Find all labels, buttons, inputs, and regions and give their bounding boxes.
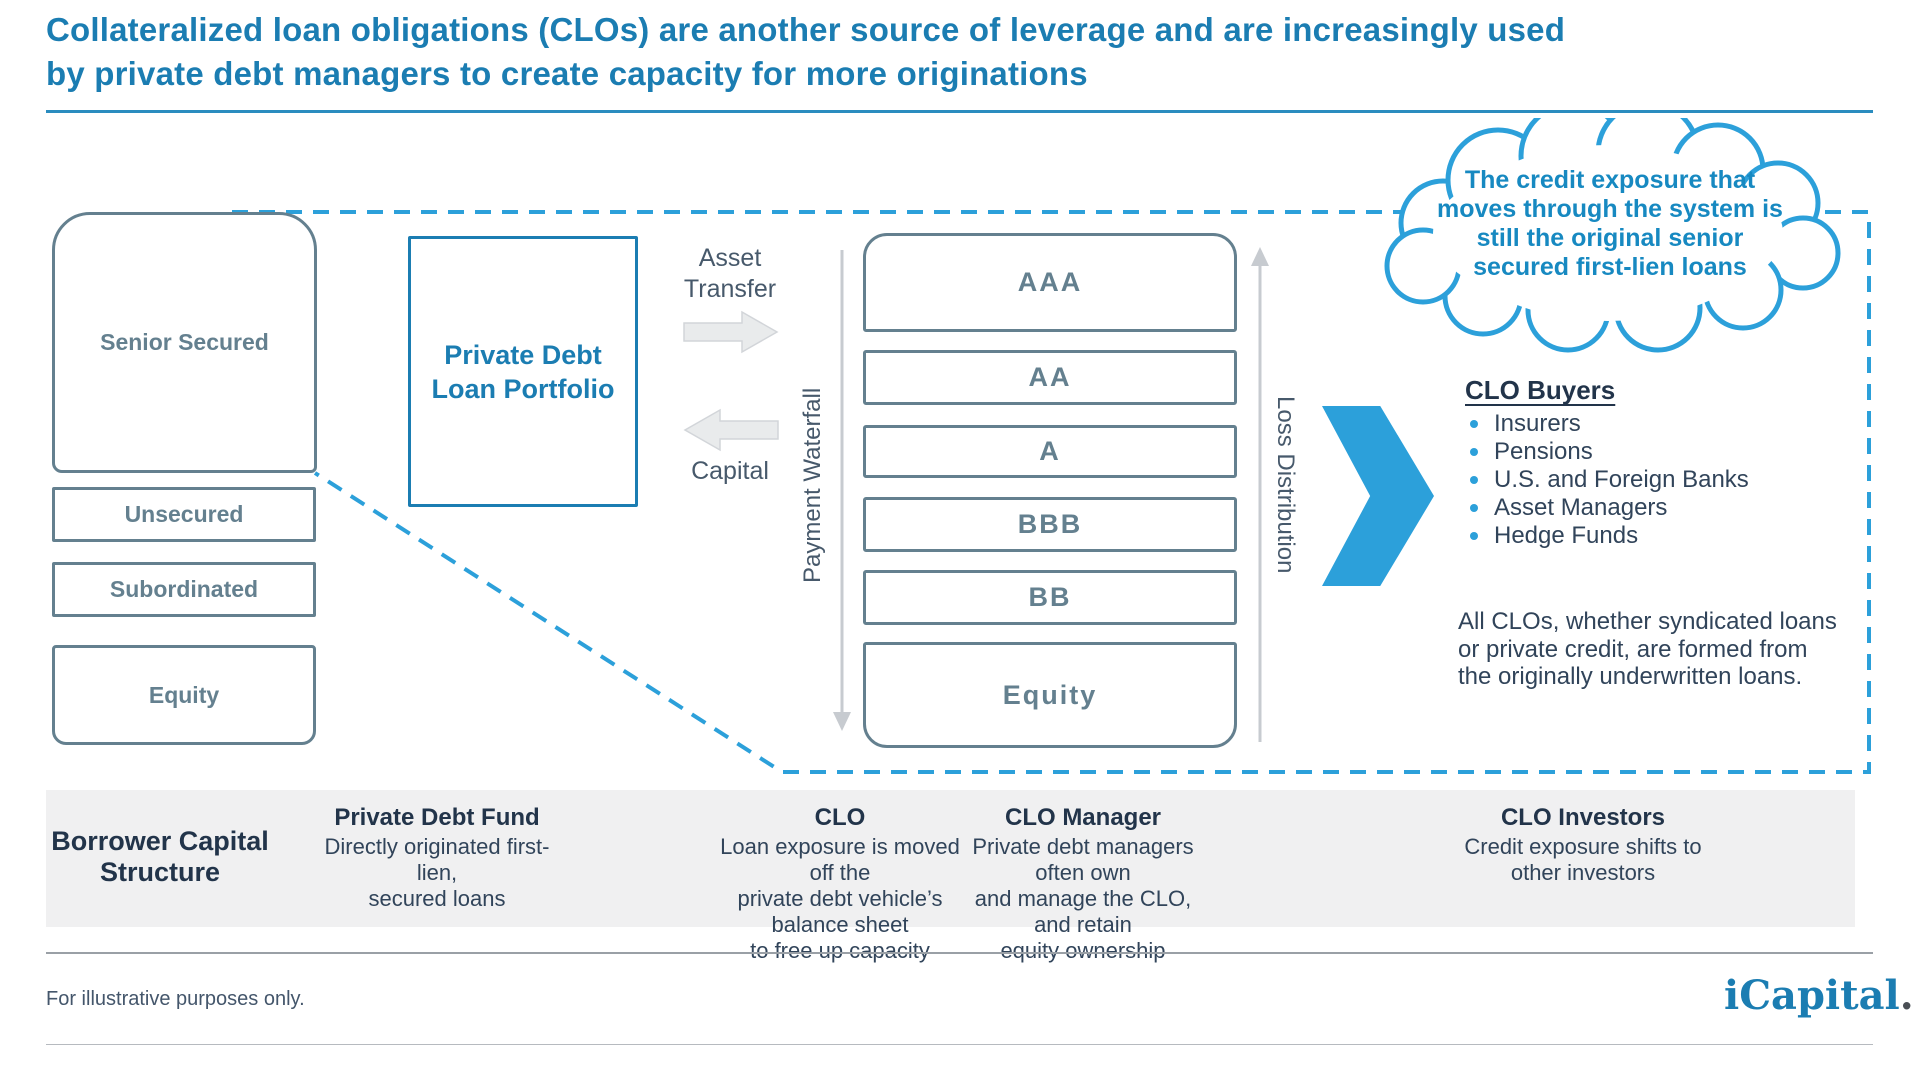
band-column-body: Loan exposure is moved off the private d… [720, 834, 960, 963]
clo-buyers-heading: CLO Buyers [1465, 375, 1616, 405]
list-item: U.S. and Foreign Banks [1466, 466, 1886, 494]
buyer-label: Asset Managers [1494, 494, 1668, 521]
bullet-icon [1470, 476, 1478, 484]
title-underline [46, 110, 1873, 113]
cloud-callout-icon [1384, 118, 1841, 353]
band-column-heading: CLO Manager [1004, 804, 1162, 831]
tranche-bb: BB [863, 570, 1237, 625]
icapital-logo-text: iCapital [1724, 972, 1900, 1019]
footer-divider-top [46, 952, 1873, 954]
all-clos-note: All CLOs, whether syndicated loans or pr… [1458, 608, 1837, 690]
capital-label: Capital [691, 457, 769, 485]
band-column-heading: Private Debt Fund [334, 804, 540, 831]
cloud-callout-text: The credit exposure that moves through t… [1437, 166, 1783, 281]
buyer-label: Pensions [1494, 438, 1593, 465]
list-item: Insurers [1466, 410, 1886, 438]
buyer-label: Insurers [1494, 410, 1581, 437]
band-column-private-debt-fund: Private Debt Fund Directly originated fi… [307, 804, 567, 912]
box-unsecured-label: Unsecured [124, 501, 244, 527]
chevron-right-icon [1322, 406, 1434, 586]
box-unsecured: Unsecured [52, 487, 316, 542]
tranche-bb-label: BB [1028, 582, 1072, 612]
capital-left-arrow-icon [683, 408, 779, 452]
buyer-label: Hedge Funds [1494, 522, 1639, 549]
box-senior-secured-label: Senior Secured [100, 329, 269, 355]
list-item: Pensions [1466, 438, 1886, 466]
loss-distribution-label: Loss Distribution [1272, 396, 1299, 574]
band-column-clo-manager: CLO Manager Private debt managers often … [958, 804, 1208, 964]
clo-buyers-list: Insurers Pensions U.S. and Foreign Banks… [1466, 410, 1886, 550]
asset-transfer-label: Asset Transfer [683, 244, 777, 303]
band-column-clo-investors: CLO Investors Credit exposure shifts to … [1443, 804, 1723, 886]
band-column-heading: CLO [814, 804, 866, 831]
icapital-logo: iCapital. [1724, 972, 1914, 1019]
band-column-heading: CLO Investors [1500, 804, 1666, 831]
box-senior-secured: Senior Secured [52, 212, 317, 473]
band-column-clo: CLO Loan exposure is moved off the priva… [715, 804, 965, 964]
portfolio-label: Private Debt Loan Portfolio [431, 339, 615, 404]
band-column-body: Private debt managers often own and mana… [972, 834, 1194, 963]
tranche-aaa-label: AAA [1017, 267, 1083, 297]
payment-waterfall-label: Payment Waterfall [799, 387, 826, 583]
tranche-aa-label: AA [1028, 362, 1072, 392]
footer-divider-bottom [46, 1044, 1873, 1045]
buyer-label: U.S. and Foreign Banks [1494, 466, 1749, 493]
box-private-debt-loan-portfolio: Private Debt Loan Portfolio [408, 236, 638, 507]
bullet-icon [1470, 504, 1478, 512]
loss-distribution-arrow [1251, 247, 1269, 742]
bullet-icon [1470, 420, 1478, 428]
tranche-a: A [863, 425, 1237, 478]
tranche-a-label: A [1039, 436, 1061, 466]
tranche-aaa: AAA [863, 233, 1237, 332]
band-column-body: Credit exposure shifts to other investor… [1464, 834, 1702, 885]
payment-waterfall-arrow [833, 250, 851, 731]
tranche-equity: Equity [863, 642, 1237, 748]
tranche-bbb-label: BBB [1017, 509, 1083, 539]
tranche-equity-label: Equity [1002, 679, 1098, 710]
bullet-icon [1470, 448, 1478, 456]
legend-band [46, 790, 1855, 927]
box-equity-borrower-label: Equity [148, 681, 220, 708]
band-column-heading: Borrower Capital Structure [51, 826, 269, 887]
disclaimer-text: For illustrative purposes only. [46, 988, 305, 1010]
icapital-logo-dot: . [1899, 972, 1914, 1019]
bullet-icon [1470, 532, 1478, 540]
box-subordinated-label: Subordinated [109, 576, 259, 602]
list-item: Asset Managers [1466, 494, 1886, 522]
page-title: Collateralized loan obligations (CLOs) a… [46, 11, 1566, 92]
box-equity-borrower: Equity [52, 645, 316, 745]
band-column-borrower-capital-structure: Borrower Capital Structure [30, 826, 290, 888]
tranche-aa: AA [863, 350, 1237, 405]
band-column-body: Directly originated first-lien, secured … [324, 834, 550, 911]
box-subordinated: Subordinated [52, 562, 316, 617]
asset-transfer-right-arrow-icon [683, 310, 779, 354]
tranche-bbb: BBB [863, 497, 1237, 552]
list-item: Hedge Funds [1466, 522, 1886, 550]
